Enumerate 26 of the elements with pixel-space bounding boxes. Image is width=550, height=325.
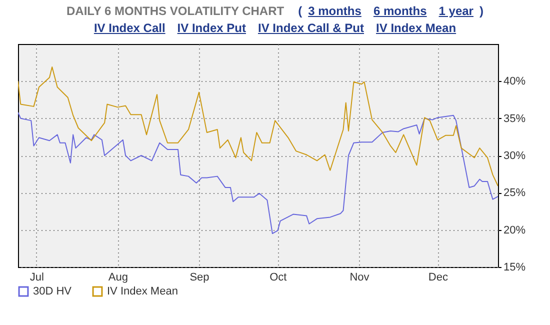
x-tick-label: Aug	[108, 272, 128, 284]
text: IV Index Call & Put	[258, 21, 364, 35]
y-tick-label: 40%	[504, 76, 526, 88]
text: 3 months	[308, 4, 362, 18]
text: )	[479, 4, 484, 18]
text: 6 months	[373, 4, 427, 18]
y-tick-label: 30%	[504, 150, 526, 162]
x-tick-label: Oct	[270, 272, 287, 284]
x-tick-label: Sep	[190, 272, 210, 284]
line-series	[18, 112, 498, 234]
y-tick-label: 15%	[504, 262, 526, 274]
y-tick-label: 25%	[504, 187, 526, 200]
x-tick-label: Dec	[428, 272, 448, 284]
text: IV Index Mean	[376, 21, 456, 35]
y-tick-label: 35%	[504, 112, 526, 125]
y-tick-label: 20%	[504, 224, 526, 236]
text: IV Index Put	[177, 21, 246, 35]
text: 1 year	[438, 4, 474, 18]
line-series	[18, 66, 498, 186]
x-tick-label: Jul	[30, 272, 44, 284]
legend-label: 30D HV	[33, 286, 72, 298]
legend-label: IV Index Mean	[107, 286, 178, 298]
chart-title: DAILY 6 MONTHS VOLATILITY CHART	[66, 4, 284, 18]
text: IV Index Call	[94, 21, 166, 35]
text: (	[298, 4, 302, 18]
x-tick-label: Nov	[350, 272, 370, 284]
